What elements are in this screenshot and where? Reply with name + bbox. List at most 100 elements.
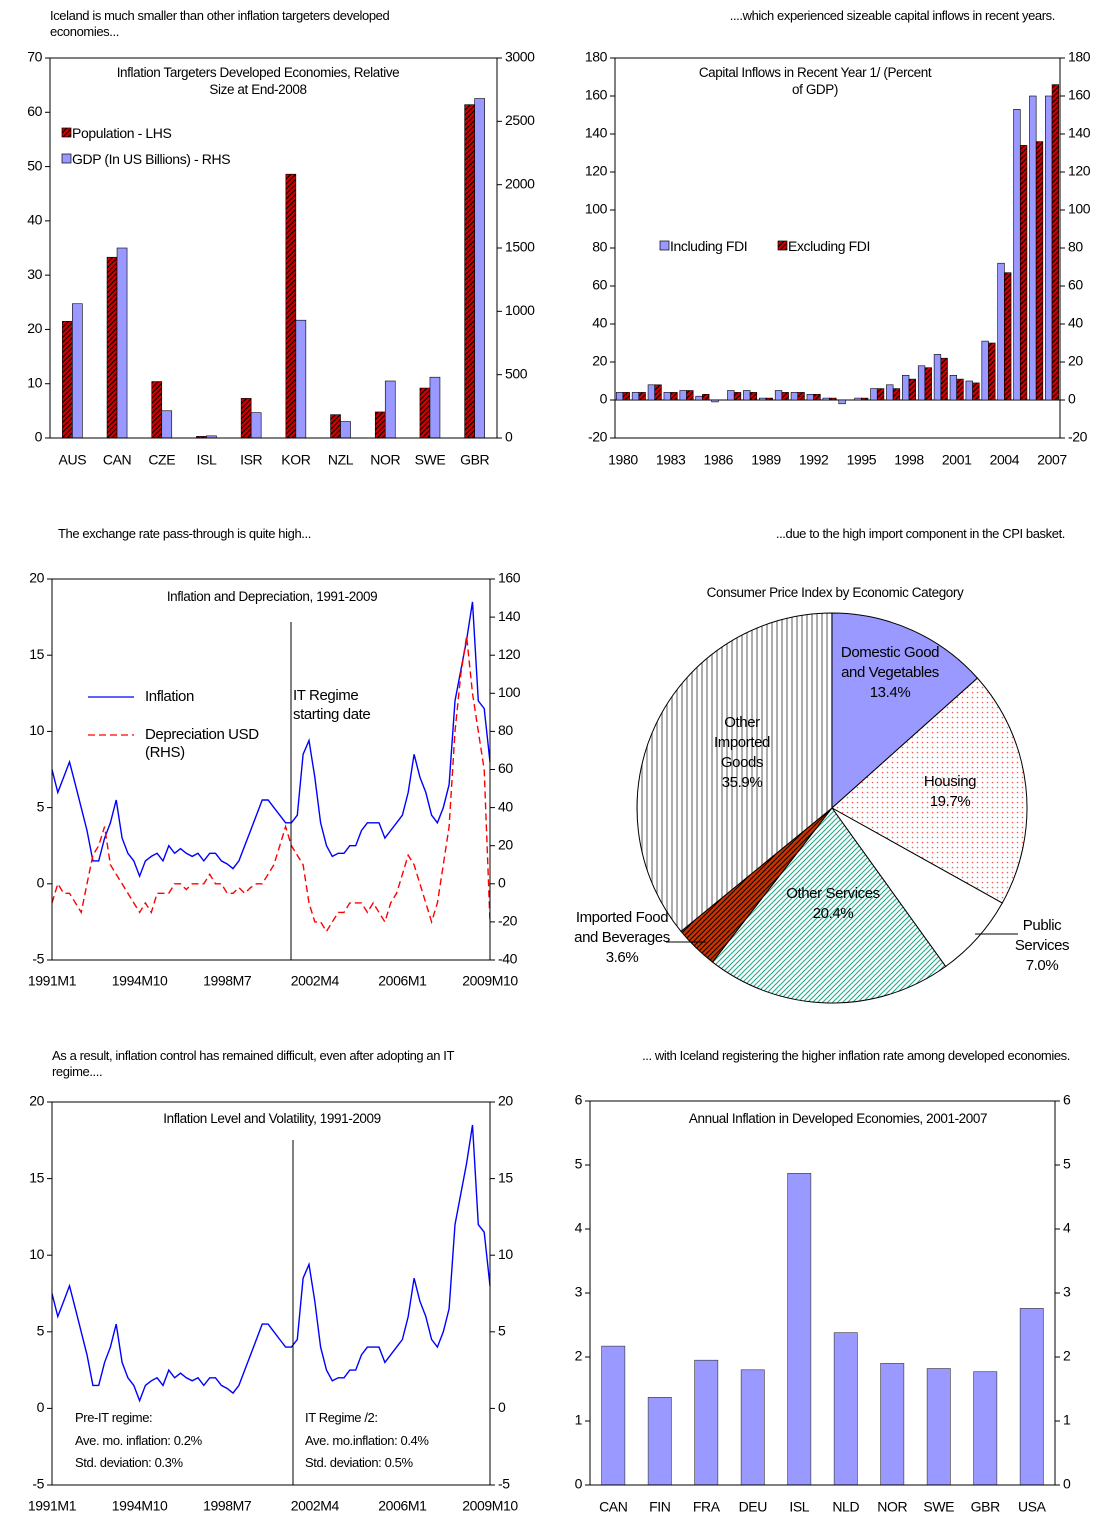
y-tick-label: 500: [505, 365, 528, 381]
bar: [797, 392, 805, 401]
y-tick-label: 10: [29, 722, 44, 738]
slice-label: Other Imported Goods: [714, 714, 770, 771]
y-tick-label: 1500: [505, 239, 535, 255]
bar: [781, 392, 789, 401]
y-tick-label: 80: [1068, 239, 1083, 255]
bar: [806, 393, 814, 401]
pie-slice: [711, 807, 947, 1004]
slice-value-label: 20.4%: [812, 905, 854, 922]
y-tick-label: 160: [585, 87, 608, 103]
y-tick-label: 10: [498, 1246, 513, 1262]
bar: [733, 392, 742, 401]
y-tick-label: 180: [1068, 49, 1091, 65]
y-tick-label: 40: [498, 798, 513, 814]
pie-slice: [636, 612, 833, 933]
y-tick-label: 20: [498, 1093, 513, 1109]
legend-swatch: [777, 240, 788, 251]
bar: [1035, 141, 1044, 401]
y-tick-label: 60: [498, 760, 513, 776]
bar: [702, 393, 710, 401]
y-tick-label: 0: [600, 391, 608, 407]
bar: [116, 247, 128, 439]
x-tick-label: 1983: [656, 452, 686, 468]
bar: [949, 374, 957, 401]
x-tick-label: GBR: [460, 452, 489, 468]
y-tick-label: 20: [1068, 353, 1083, 369]
slice-value-label: 13.4%: [869, 684, 911, 701]
slice-value-label: 19.7%: [929, 793, 971, 810]
line-series: [51, 636, 491, 933]
chart-title: Inflation and Depreciation, 1991-2009: [166, 589, 378, 604]
bar: [638, 392, 646, 401]
legend-label: Excluding FDI: [788, 238, 870, 254]
bar: [384, 380, 396, 439]
header: ...due to the high import component in t…: [775, 526, 1066, 541]
annotation: Std. deviation: 0.5%: [305, 1455, 413, 1470]
x-tick-label: 2009M10: [462, 1498, 518, 1514]
x-tick-label: CAN: [599, 1499, 627, 1515]
x-tick-label: ISL: [197, 452, 217, 468]
y-tick-label: 20: [29, 1093, 44, 1109]
x-tick-label: 2002M4: [291, 973, 340, 989]
y-tick-label: 0: [498, 1399, 506, 1415]
y-tick-label: 0: [35, 429, 43, 445]
slice-value-label: 35.9%: [721, 774, 763, 791]
chart-title: Consumer Price Index by Economic Categor…: [706, 585, 964, 600]
bar: [880, 1363, 905, 1486]
legend-swatch: [61, 153, 72, 164]
bar: [285, 173, 297, 439]
x-tick-label: SWE: [923, 1499, 954, 1515]
y-tick-label: 140: [585, 125, 608, 141]
bar: [654, 384, 662, 401]
y-tick-label: 1000: [505, 302, 535, 318]
bar: [833, 1332, 858, 1486]
y-tick-label: 20: [592, 353, 607, 369]
bar: [295, 319, 307, 439]
bar: [464, 104, 475, 439]
bar: [972, 382, 980, 401]
bar: [1051, 84, 1060, 401]
plot-frame: [51, 1101, 491, 1486]
x-tick-label: 1989: [751, 452, 781, 468]
x-tick-label: 1998M7: [203, 973, 252, 989]
y-tick-label: 140: [1068, 125, 1091, 141]
bar: [1004, 272, 1012, 401]
y-tick-label: 160: [1068, 87, 1091, 103]
plot-frame: [51, 578, 491, 961]
y-tick-label: 15: [29, 1169, 44, 1185]
slice-value-label: 3.6%: [605, 949, 639, 966]
y-tick-label: 6: [1063, 1092, 1071, 1108]
x-tick-label: DEU: [739, 1499, 768, 1515]
bar: [981, 340, 989, 401]
bar: [330, 414, 341, 439]
y-tick-label: 20: [29, 570, 44, 586]
x-tick-label: 1991M1: [28, 973, 77, 989]
y-tick-label: 120: [1068, 163, 1091, 179]
bar: [926, 1368, 951, 1486]
x-tick-label: 1998: [894, 452, 924, 468]
y-tick-label: 5: [1063, 1156, 1071, 1172]
x-tick-label: FRA: [693, 1499, 721, 1515]
x-tick-label: NZL: [328, 452, 354, 468]
y-tick-label: 60: [592, 277, 607, 293]
y-tick-label: 3000: [505, 49, 535, 65]
bar: [1019, 145, 1028, 401]
bar: [1045, 95, 1053, 401]
y-tick-label: 0: [37, 1399, 45, 1415]
legend-label: Including FDI: [670, 238, 748, 254]
x-tick-label: NOR: [877, 1499, 907, 1515]
header: Iceland is much smaller than other infla…: [50, 8, 390, 39]
y-tick-label: 2: [575, 1348, 583, 1364]
bar: [933, 354, 942, 401]
y-tick-label: -20: [498, 913, 518, 929]
x-tick-label: NOR: [370, 452, 400, 468]
bar: [240, 398, 252, 439]
bar: [663, 392, 671, 401]
x-tick-label: CZE: [148, 452, 175, 468]
y-tick-label: 60: [27, 103, 42, 119]
x-tick-label: CAN: [103, 452, 131, 468]
y-tick-label: 80: [592, 239, 607, 255]
slice-label: Other Services: [786, 885, 880, 902]
legend-swatch: [659, 240, 670, 251]
